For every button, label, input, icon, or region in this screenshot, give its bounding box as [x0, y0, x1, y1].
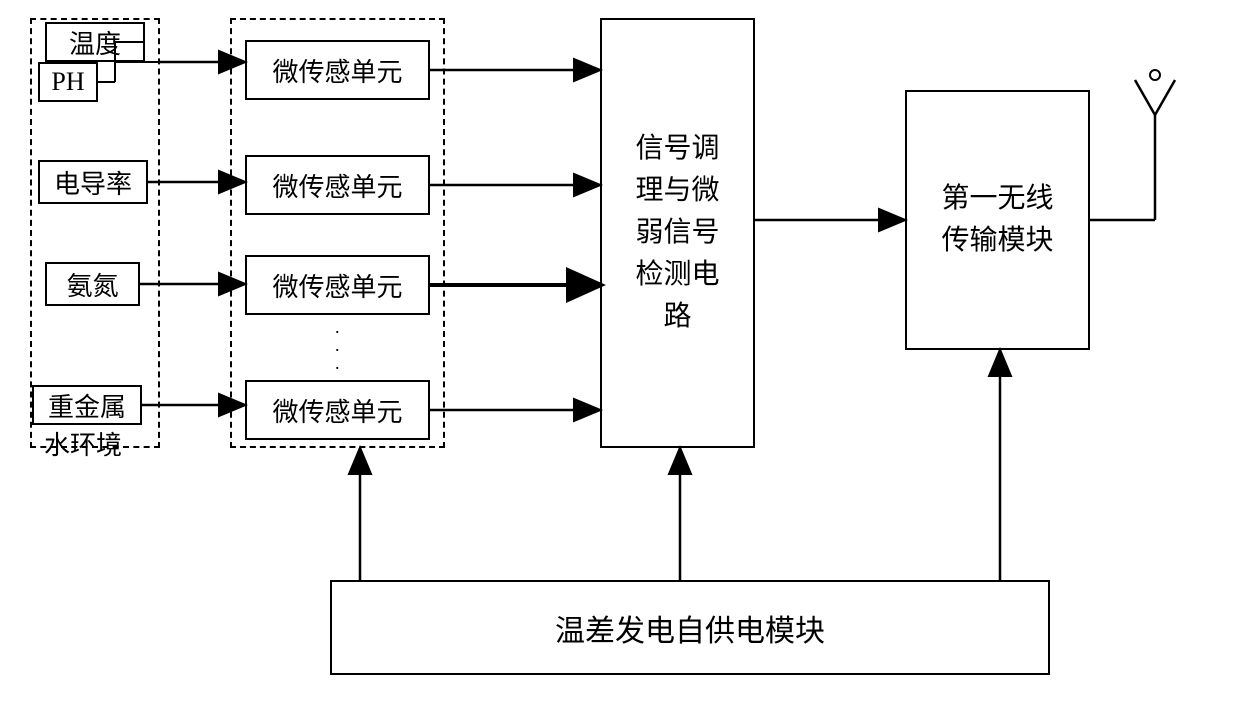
signal-block: 信号调理与微弱信号检测电路	[600, 18, 755, 448]
input-ammonia: 氨氮	[45, 262, 140, 306]
water-env-label: 水环境	[44, 425, 122, 462]
input-temp: 温度	[45, 22, 145, 62]
sensor-unit-1-label: 微传感单元	[272, 52, 402, 89]
input-ph: PH	[38, 62, 98, 102]
sensor-unit-4-label: 微传感单元	[272, 392, 402, 429]
sensor-unit-3-label: 微传感单元	[272, 267, 402, 304]
signal-block-label: 信号调理与微弱信号检测电路	[622, 128, 733, 338]
sensor-unit-1: 微传感单元	[245, 40, 430, 100]
input-conductivity-label: 电导率	[54, 164, 132, 201]
input-temp-label: 温度	[69, 24, 121, 61]
power-block-label: 温差发电自供电模块	[555, 606, 825, 650]
input-heavy-metal: 重金属	[32, 385, 142, 425]
wireless-block-label: 第一无线传输模块	[932, 178, 1063, 262]
sensor-unit-4: 微传感单元	[245, 380, 430, 440]
sensor-ellipsis: ...	[335, 318, 340, 372]
input-ammonia-label: 氨氮	[66, 266, 118, 303]
wireless-block: 第一无线传输模块	[905, 90, 1090, 350]
sensor-unit-3: 微传感单元	[245, 255, 430, 315]
power-block: 温差发电自供电模块	[330, 580, 1050, 675]
sensor-unit-2: 微传感单元	[245, 155, 430, 215]
sensor-unit-2-label: 微传感单元	[272, 167, 402, 204]
input-conductivity: 电导率	[38, 160, 148, 204]
input-ph-label: PH	[51, 67, 84, 97]
input-heavy-metal-label: 重金属	[48, 387, 126, 424]
